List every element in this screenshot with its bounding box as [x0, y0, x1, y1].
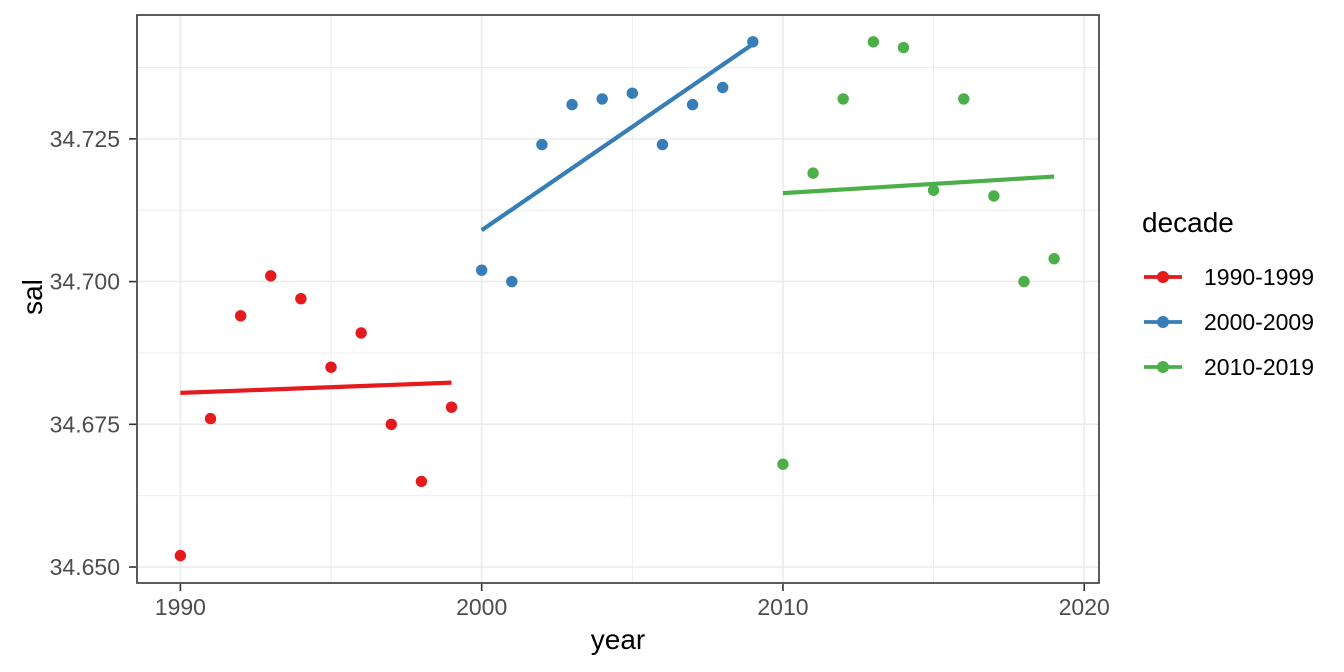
x-axis-title: year	[591, 624, 645, 655]
data-point	[837, 93, 849, 105]
y-tick-label: 34.650	[50, 554, 120, 580]
data-layer	[174, 36, 1060, 562]
data-point	[265, 270, 277, 282]
trend-line	[480, 42, 755, 232]
x-tick-label: 2020	[1059, 594, 1110, 620]
legend-item: 2000-2009	[1144, 309, 1314, 335]
legend-item-label: 2010-2019	[1204, 354, 1314, 380]
y-axis-title: sal	[17, 279, 48, 315]
data-point	[415, 475, 428, 488]
data-point	[626, 87, 639, 99]
data-point	[1018, 275, 1030, 288]
data-point	[325, 361, 337, 373]
data-point	[536, 138, 548, 151]
data-point	[475, 264, 488, 276]
data-point	[566, 98, 578, 111]
trend-line	[782, 174, 1055, 196]
data-point	[656, 138, 669, 151]
legend-item: 2010-2019	[1144, 354, 1314, 380]
y-tick-label: 34.725	[50, 126, 120, 152]
legend-key-dot	[1157, 316, 1169, 328]
legend: decade 1990-1999 2000-2009 2010-2019	[1142, 207, 1314, 380]
legend-key-dot	[1157, 361, 1169, 373]
data-point	[958, 93, 970, 105]
data-point	[867, 36, 880, 48]
axes: 1990 2000 2010 2020 34.650 34.675 34.700 34.725	[50, 14, 1110, 620]
data-point	[596, 93, 608, 105]
data-point	[234, 310, 247, 322]
x-tick-label: 1990	[155, 594, 206, 620]
data-point	[204, 412, 217, 425]
data-point	[807, 167, 819, 179]
data-point	[777, 458, 789, 470]
panel-background	[137, 15, 1099, 583]
panel-border	[136, 14, 1100, 584]
data-point	[445, 401, 458, 413]
data-point	[747, 36, 759, 48]
x-tick-label: 2010	[757, 594, 808, 620]
data-point	[385, 418, 397, 431]
legend-item: 1990-1999	[1144, 264, 1314, 290]
data-point	[927, 184, 940, 196]
trend-line	[180, 380, 452, 396]
data-point	[506, 275, 518, 288]
x-tick-label: 2000	[456, 594, 507, 620]
data-point	[988, 190, 1000, 202]
data-point	[686, 98, 699, 111]
data-point	[716, 81, 729, 94]
y-tick-label: 34.700	[50, 269, 120, 295]
plot-panel	[137, 15, 1099, 583]
data-point	[174, 549, 187, 562]
legend-item-label: 2000-2009	[1204, 309, 1314, 335]
legend-key-dot	[1157, 271, 1169, 283]
data-point	[897, 41, 910, 54]
y-tick-label: 34.675	[50, 411, 120, 437]
legend-title: decade	[1142, 207, 1234, 238]
data-point	[1048, 253, 1060, 265]
data-point	[355, 327, 367, 339]
legend-item-label: 1990-1999	[1204, 264, 1314, 290]
data-point	[295, 293, 307, 305]
